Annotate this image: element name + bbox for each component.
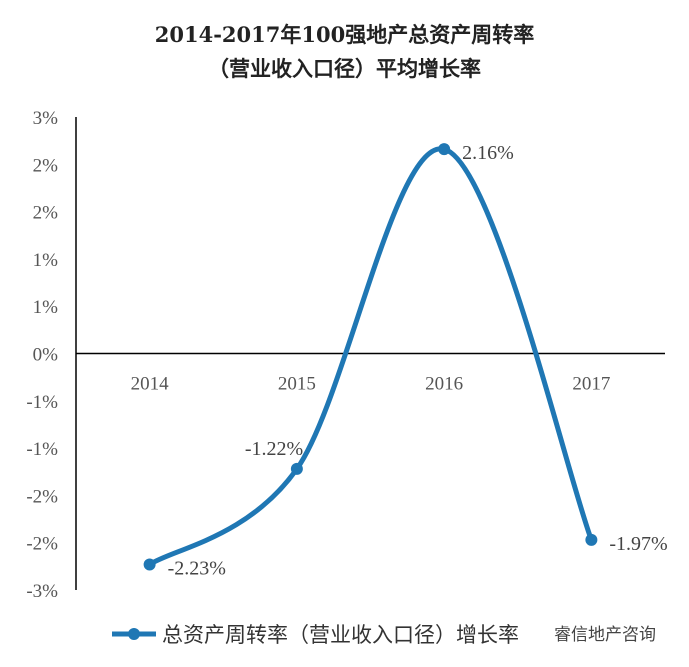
chart-title-line-1: 2014-2017年100强地产总资产周转率 bbox=[154, 22, 535, 47]
chart-title-line-2: （营业收入口径）平均增长率 bbox=[208, 56, 481, 81]
legend-marker bbox=[128, 628, 140, 640]
y-axis-ticks: 3% 2% 2% 1% 1% 0% -1% -1% -2% -2% -3% bbox=[26, 108, 58, 602]
y-tick-label: -1% bbox=[26, 392, 58, 413]
y-tick-label: 1% bbox=[33, 297, 59, 318]
data-label: -2.23% bbox=[168, 557, 226, 579]
series-line bbox=[147, 146, 594, 567]
series-layer: -2.23% -1.22% 2.16% -1.97% bbox=[143, 142, 668, 579]
y-tick-label: 0% bbox=[33, 345, 59, 366]
data-point bbox=[143, 558, 156, 571]
data-label: 2.16% bbox=[462, 142, 514, 164]
chart-axes bbox=[75, 117, 665, 590]
data-point bbox=[585, 533, 598, 546]
y-tick-label: 2% bbox=[33, 203, 59, 224]
legend-label: 总资产周转率（营业收入口径）增长率 bbox=[162, 623, 519, 647]
watermark-text: 睿信地产咨询 bbox=[554, 625, 656, 645]
x-tick-label: 2016 bbox=[425, 374, 463, 395]
data-point bbox=[438, 143, 451, 156]
x-tick-label: 2014 bbox=[131, 374, 170, 395]
chart-title: 2014-2017年100强地产总资产周转率 （营业收入口径）平均增长率 bbox=[0, 18, 689, 86]
data-label: -1.97% bbox=[609, 533, 667, 555]
y-tick-label: -2% bbox=[26, 534, 58, 555]
y-tick-label: 1% bbox=[33, 250, 59, 271]
y-tick-label: -1% bbox=[26, 439, 58, 460]
legend: 总资产周转率（营业收入口径）增长率 bbox=[112, 623, 519, 647]
data-point bbox=[290, 462, 303, 475]
data-label: -1.22% bbox=[245, 438, 303, 460]
y-tick-label: -3% bbox=[26, 581, 58, 602]
x-tick-label: 2017 bbox=[572, 374, 610, 395]
y-tick-label: -2% bbox=[26, 486, 58, 507]
y-tick-label: 2% bbox=[33, 155, 59, 176]
x-tick-label: 2015 bbox=[278, 374, 316, 395]
x-axis-ticks: 2014 2015 2016 2017 bbox=[131, 374, 611, 395]
watermark: 睿信地产咨询 bbox=[554, 625, 656, 645]
y-tick-label: 3% bbox=[33, 108, 59, 129]
